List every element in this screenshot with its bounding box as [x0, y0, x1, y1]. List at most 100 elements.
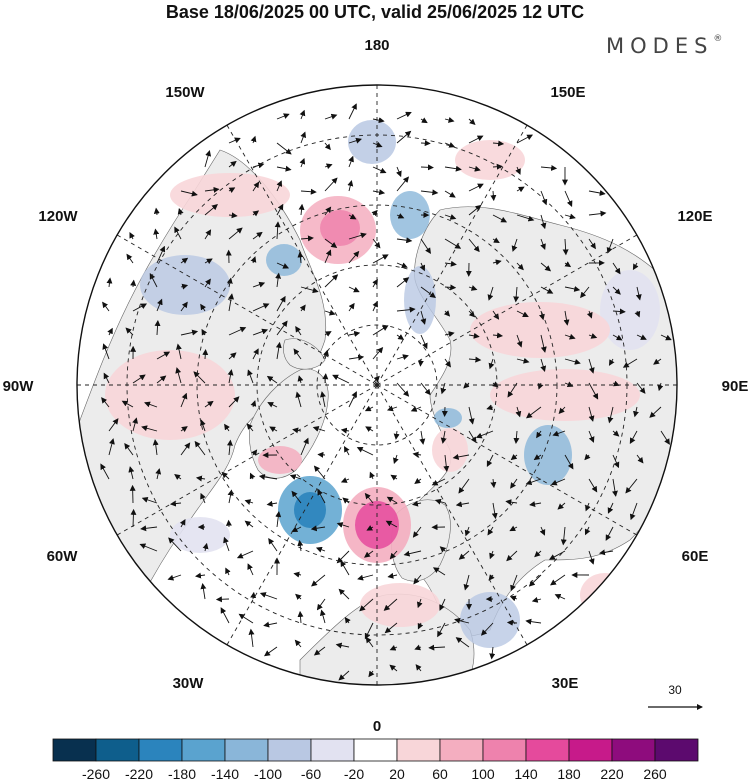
- colorbar-tick-label: 20: [389, 766, 405, 782]
- wind-vector: [635, 286, 642, 301]
- colorbar-swatch: [181, 738, 226, 762]
- wind-vector: [263, 621, 278, 628]
- wind-vector: [289, 474, 302, 480]
- wind-vector: [268, 538, 278, 552]
- colorbar-tick-label: 220: [600, 766, 624, 782]
- wind-vector: [389, 645, 398, 651]
- wind-vector: [588, 550, 595, 565]
- wind-vector: [452, 453, 470, 460]
- anomaly-pos-3: [170, 173, 290, 217]
- wind-vector: [156, 351, 171, 360]
- wind-vector: [357, 574, 374, 581]
- wind-vector: [396, 382, 410, 397]
- wind-vector: [252, 210, 260, 217]
- colorbar-tick-label: 260: [643, 766, 667, 782]
- wind-vector: [169, 500, 182, 507]
- wind-vector: [144, 401, 158, 408]
- wind-vector: [443, 454, 450, 473]
- wind-vector: [489, 550, 495, 560]
- wind-vector: [463, 382, 470, 389]
- meridian-line: [376, 234, 638, 386]
- wind-vector: [348, 232, 367, 240]
- wind-vector: [313, 646, 326, 656]
- wind-vector: [396, 111, 412, 120]
- anomaly-pos-6: [470, 302, 610, 358]
- wind-vector: [227, 369, 234, 384]
- wind-vector: [180, 426, 188, 433]
- wind-vector: [250, 591, 257, 600]
- wind-vector: [490, 190, 497, 202]
- wind-vector: [369, 471, 376, 480]
- wind-vector: [509, 525, 518, 532]
- wind-vector: [539, 526, 546, 536]
- wind-vector: [612, 262, 621, 275]
- wind-vector: [415, 664, 422, 672]
- wind-vector: [598, 549, 614, 556]
- wind-vector: [156, 375, 167, 384]
- wind-vector: [468, 406, 475, 425]
- wind-vector: [564, 454, 574, 470]
- wind-vector: [180, 190, 198, 197]
- wind-vector: [612, 430, 620, 437]
- wind-vector: [340, 560, 350, 576]
- wind-vector: [649, 406, 662, 418]
- wind-vector: [475, 430, 494, 439]
- wind-vector: [492, 140, 505, 147]
- wind-vector: [458, 550, 470, 560]
- wind-vector: [534, 550, 542, 558]
- wind-vector: [463, 574, 470, 591]
- wind-vector: [340, 477, 350, 483]
- wind-vector: [220, 607, 230, 624]
- wind-vector: [511, 238, 518, 252]
- anomaly-pos-4: [455, 140, 525, 180]
- colorbar-swatch: [310, 738, 355, 762]
- anomaly-neg-9: [600, 270, 660, 350]
- colorbar-swatch: [224, 738, 269, 762]
- wind-vector: [564, 333, 576, 340]
- wind-vector: [419, 430, 426, 445]
- modes-logo: MODES®: [606, 34, 723, 58]
- wind-vector: [492, 332, 504, 339]
- wind-vector: [562, 238, 569, 256]
- wind-vector: [440, 430, 447, 444]
- wind-vector: [413, 574, 422, 585]
- wind-vector: [276, 203, 284, 216]
- colorbar-swatch: [439, 738, 484, 762]
- wind-vector: [323, 349, 329, 360]
- wind-vector: [348, 391, 357, 408]
- wind-vector: [396, 176, 409, 192]
- wind-vector: [364, 550, 374, 558]
- wind-vector: [444, 190, 456, 198]
- wind-vector: [396, 237, 413, 244]
- wind-vector: [246, 423, 254, 432]
- wind-vector: [455, 501, 470, 508]
- anomaly-pos-2: [320, 210, 360, 246]
- wind-vector: [276, 165, 292, 172]
- colorbar-tick-label: -220: [124, 766, 154, 782]
- anomaly-pos-5: [105, 350, 235, 440]
- wind-vector: [174, 474, 182, 480]
- wind-vector: [324, 249, 332, 264]
- colorbar-swatch: [138, 738, 183, 762]
- wind-vector: [608, 358, 615, 366]
- wind-vector: [417, 622, 424, 630]
- wind-vector: [293, 571, 302, 578]
- wind-vector: [236, 550, 254, 559]
- wind-vector: [468, 430, 477, 444]
- wind-vector: [204, 204, 218, 216]
- wind-vector: [455, 637, 470, 648]
- wind-vector: [348, 137, 362, 144]
- wind-vector: [300, 131, 307, 144]
- wind-vector: [364, 492, 374, 504]
- wind-vector: [252, 303, 270, 312]
- wind-vector: [372, 238, 381, 249]
- wind-vector: [536, 430, 542, 439]
- wind-vector: [180, 257, 189, 264]
- wind-vector: [348, 250, 360, 264]
- wind-vector: [420, 117, 428, 124]
- wind-vector: [386, 405, 398, 412]
- wind-vector: [336, 522, 350, 528]
- wind-vector: [550, 574, 566, 586]
- wind-vector: [588, 406, 595, 422]
- colorbar-swatch: [396, 738, 441, 762]
